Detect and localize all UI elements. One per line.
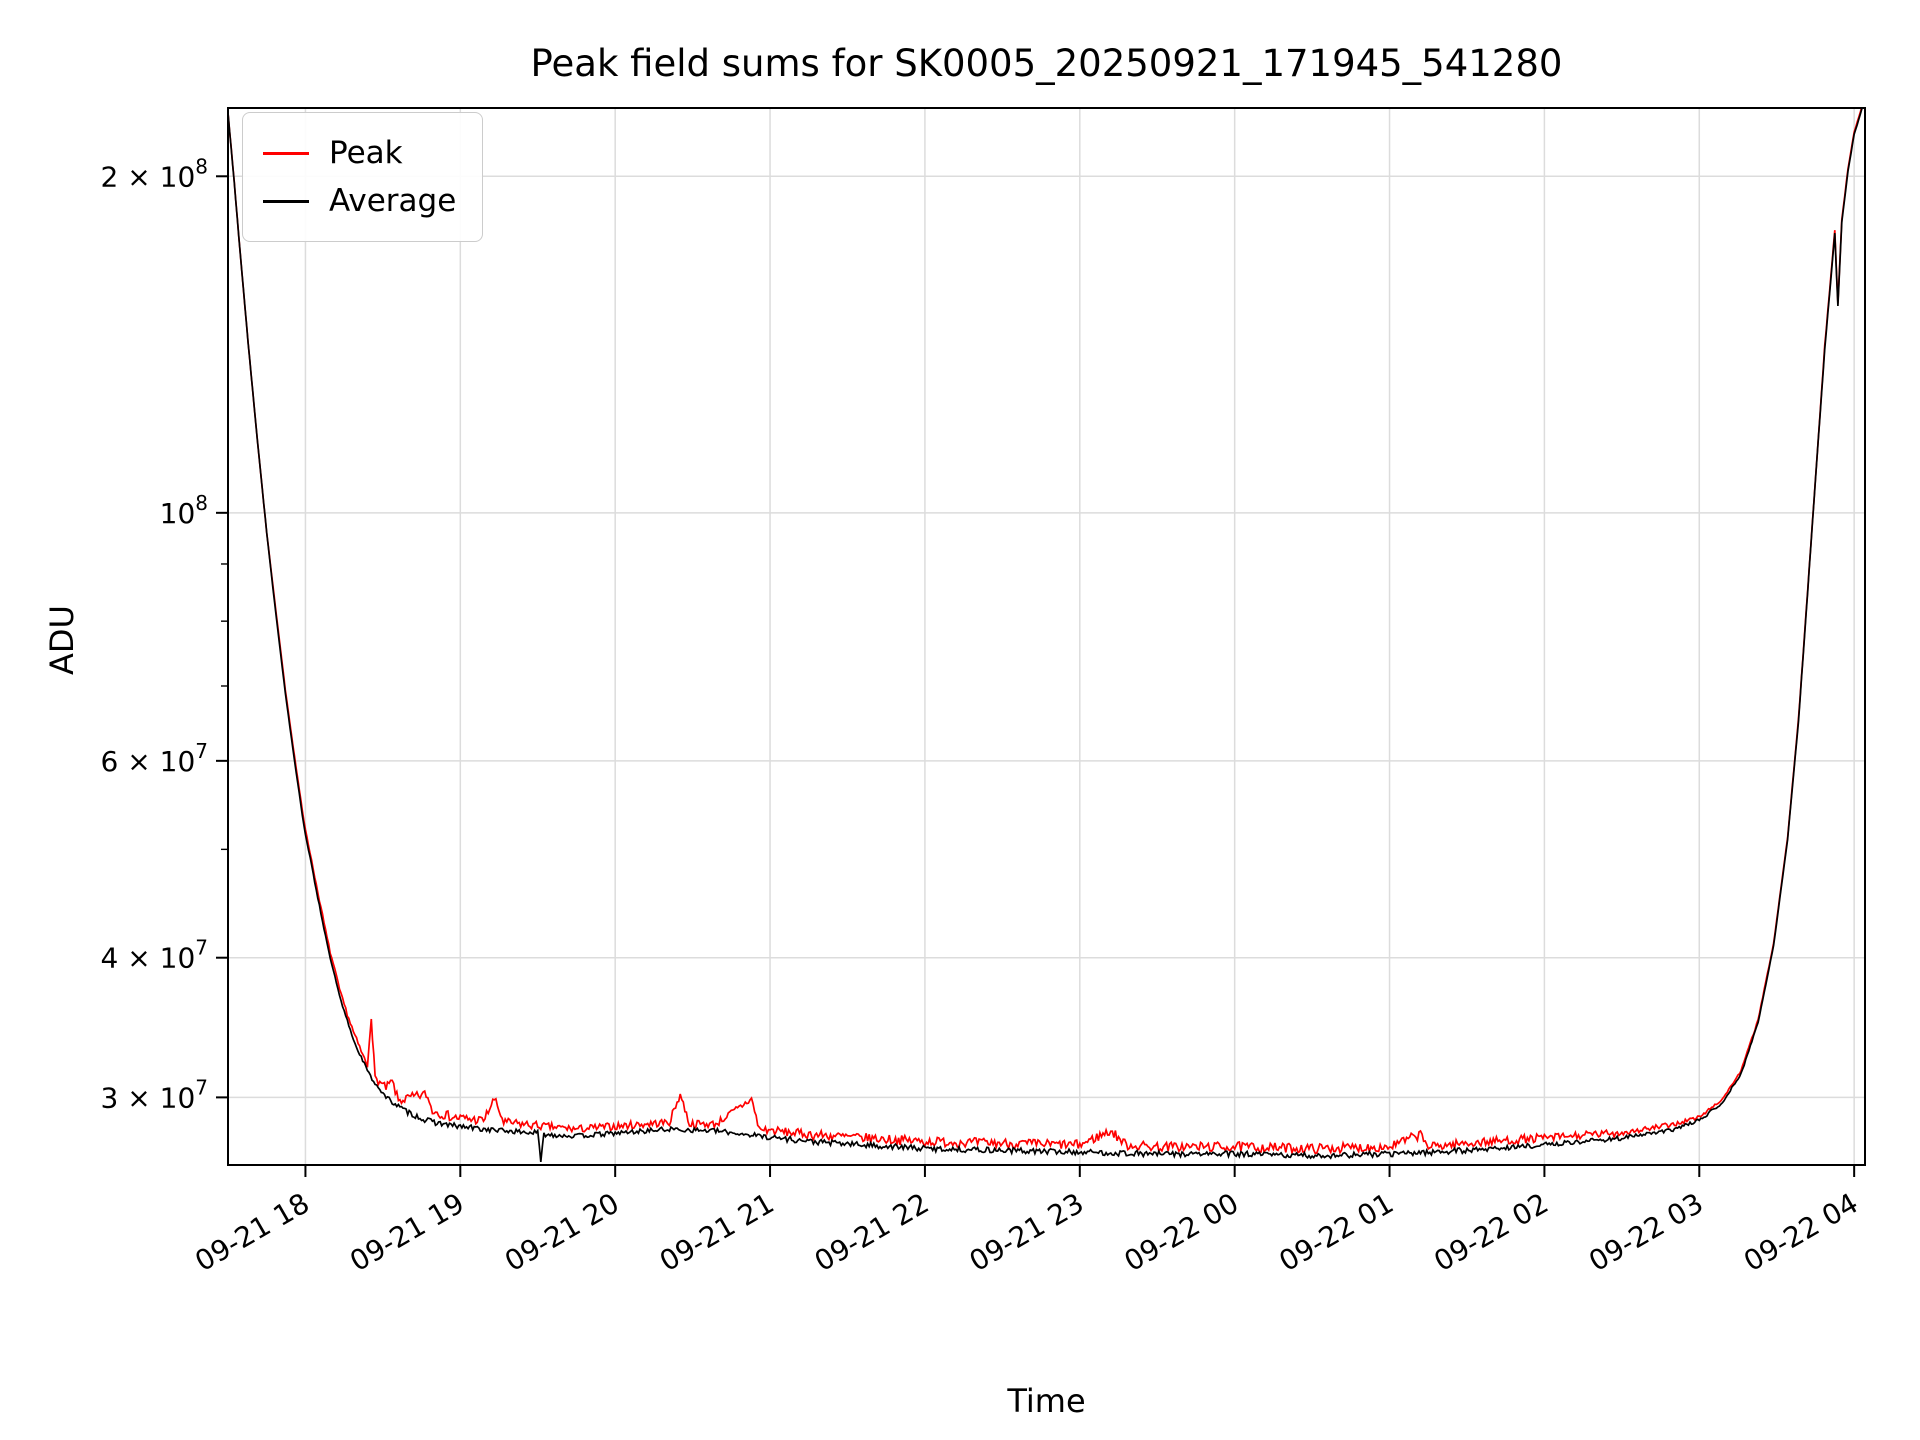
- legend-entry-average: Average: [263, 177, 456, 225]
- series-line-average: [228, 108, 1864, 1162]
- x-tick-label: 09-21 22: [809, 1186, 935, 1278]
- axis-tick-labels: 09-21 18 09-21 19 09-21 20 09-21 21 09-21 22…: [101, 154, 1864, 1278]
- x-tick-label: 09-21 23: [964, 1186, 1090, 1278]
- x-tick-label: 09-21 21: [654, 1186, 780, 1278]
- x-axis-label: Time: [1007, 1382, 1086, 1420]
- y-axis-label: ADU: [43, 605, 81, 675]
- x-tick-label: 09-22 04: [1738, 1186, 1864, 1278]
- peak-line-swatch: [263, 151, 309, 155]
- gridlines: [228, 108, 1865, 1165]
- series-line-peak: [228, 108, 1863, 1156]
- y-tick-label: 4 × 107: [101, 936, 208, 975]
- legend-label-peak: Peak: [329, 134, 403, 171]
- chart-title: Peak field sums for SK0005_20250921_1719…: [530, 42, 1563, 85]
- y-tick-label: 6 × 107: [101, 739, 208, 778]
- x-tick-label: 09-21 20: [499, 1186, 625, 1278]
- x-tick-label: 09-21 19: [344, 1186, 470, 1278]
- x-tick-label: 09-21 18: [189, 1186, 315, 1278]
- legend-entry-peak: Peak: [263, 129, 456, 177]
- legend-label-average: Average: [329, 182, 457, 219]
- y-tick-label: 3 × 107: [101, 1075, 208, 1114]
- y-tick-label: 108: [160, 491, 208, 530]
- plot-border: [227, 107, 1866, 1166]
- x-tick-label: 09-22 01: [1274, 1186, 1400, 1278]
- axis-ticks: [216, 175, 1856, 1177]
- x-tick-label: 09-22 02: [1428, 1186, 1554, 1278]
- average-line-swatch: [263, 199, 309, 203]
- legend: Peak Average: [242, 112, 484, 242]
- y-tick-label: 2 × 108: [101, 154, 208, 193]
- x-tick-label: 09-22 00: [1119, 1186, 1245, 1278]
- x-tick-label: 09-22 03: [1583, 1186, 1709, 1278]
